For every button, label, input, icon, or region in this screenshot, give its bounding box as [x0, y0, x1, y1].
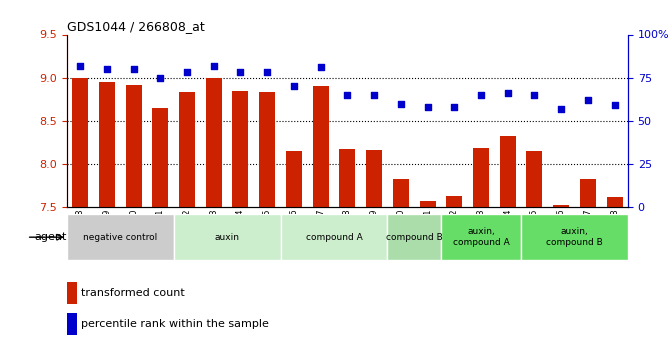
- Point: [155, 75, 166, 80]
- Bar: [313, 86, 329, 207]
- Point: [182, 70, 192, 75]
- Bar: [473, 148, 489, 207]
- Bar: [206, 78, 222, 207]
- Text: agent: agent: [35, 232, 67, 242]
- Bar: [179, 92, 195, 207]
- Point: [289, 83, 299, 89]
- Bar: [500, 136, 516, 207]
- Bar: [607, 197, 623, 207]
- Bar: [441, 214, 521, 260]
- Point: [556, 106, 566, 111]
- Bar: [387, 214, 441, 260]
- Bar: [67, 282, 77, 304]
- Text: compound B: compound B: [386, 233, 442, 242]
- Point: [395, 101, 406, 106]
- Text: auxin,
compound B: auxin, compound B: [546, 227, 603, 247]
- Bar: [393, 179, 409, 207]
- Point: [422, 104, 433, 110]
- Point: [476, 92, 486, 98]
- Bar: [339, 149, 355, 207]
- Bar: [281, 214, 387, 260]
- Point: [342, 92, 353, 98]
- Point: [529, 92, 540, 98]
- Bar: [126, 85, 142, 207]
- Bar: [446, 196, 462, 207]
- Bar: [152, 108, 168, 207]
- Text: GDS1044 / 266808_at: GDS1044 / 266808_at: [67, 20, 204, 33]
- Point: [262, 70, 273, 75]
- Point: [102, 66, 112, 72]
- Point: [235, 70, 246, 75]
- Point: [369, 92, 379, 98]
- Bar: [72, 78, 88, 207]
- Text: compound A: compound A: [306, 233, 362, 242]
- Point: [582, 97, 593, 103]
- Point: [128, 66, 139, 72]
- Bar: [526, 151, 542, 207]
- Bar: [366, 150, 382, 207]
- Point: [208, 63, 219, 68]
- Bar: [580, 179, 596, 207]
- Point: [75, 63, 86, 68]
- Bar: [286, 151, 302, 207]
- Bar: [67, 214, 174, 260]
- Bar: [259, 92, 275, 207]
- Text: auxin,
compound A: auxin, compound A: [453, 227, 509, 247]
- Text: percentile rank within the sample: percentile rank within the sample: [81, 319, 269, 329]
- Point: [315, 65, 326, 70]
- Point: [609, 102, 620, 108]
- Point: [502, 90, 513, 96]
- Point: [449, 104, 460, 110]
- Bar: [99, 82, 115, 207]
- Bar: [174, 214, 281, 260]
- Text: auxin: auxin: [214, 233, 240, 242]
- Bar: [232, 91, 248, 207]
- Bar: [553, 205, 569, 207]
- Bar: [67, 313, 77, 335]
- Text: transformed count: transformed count: [81, 288, 184, 298]
- Bar: [420, 201, 436, 207]
- Text: negative control: negative control: [83, 233, 158, 242]
- Bar: [521, 214, 628, 260]
